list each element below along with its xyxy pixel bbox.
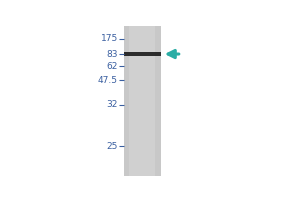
Text: 83: 83: [106, 50, 118, 59]
Text: 47.5: 47.5: [98, 76, 118, 85]
Bar: [124, 52, 161, 56]
Text: 25: 25: [106, 142, 118, 151]
Text: 32: 32: [106, 100, 118, 109]
Bar: [129, 26, 155, 176]
Text: 62: 62: [106, 62, 118, 71]
Text: 175: 175: [100, 34, 118, 43]
Bar: [124, 26, 161, 176]
